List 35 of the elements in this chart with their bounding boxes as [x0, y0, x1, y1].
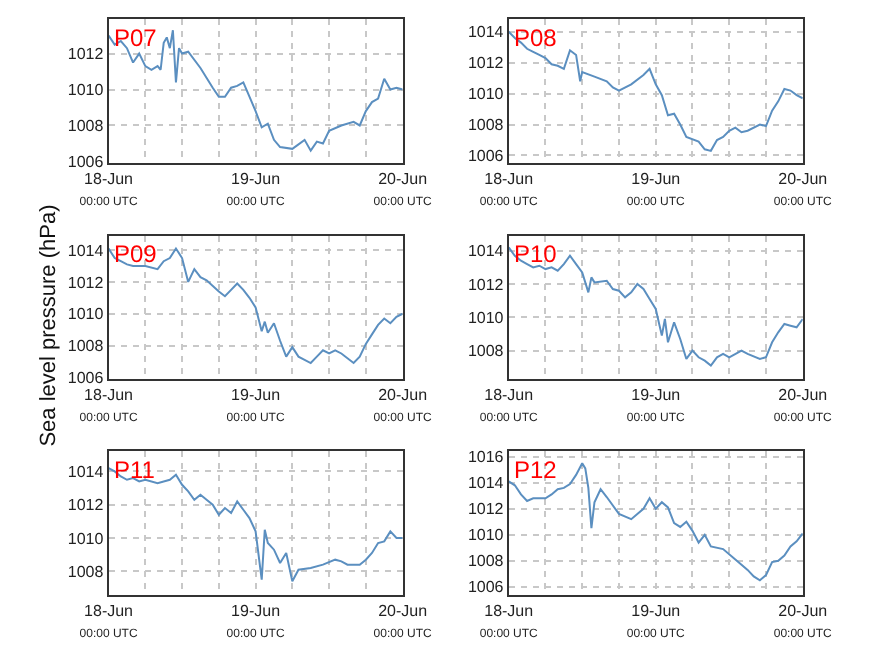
y-tick-label: 1008 — [467, 342, 505, 361]
y-tick-label: 1008 — [67, 337, 105, 356]
y-tick-label: 1006 — [67, 368, 105, 387]
y-axis-title: Sea level pressure (hPa) — [36, 204, 61, 447]
y-tick-label: 1014 — [467, 242, 505, 261]
y-tick-label: 1010 — [67, 305, 105, 324]
y-tick-label: 1008 — [67, 117, 105, 136]
y-tick-label: 1012 — [67, 273, 105, 292]
y-tick-label: 1012 — [67, 496, 105, 515]
y-tick-label: 1010 — [67, 81, 105, 100]
chart-title: P07 — [114, 24, 158, 52]
y-tick-label: 1014 — [67, 463, 105, 482]
y-tick-label: 1014 — [467, 23, 505, 42]
y-tick-label: 1012 — [467, 500, 505, 519]
y-tick-label: 1008 — [467, 116, 505, 135]
y-tick-label: 1012 — [467, 275, 505, 294]
y-tick-label: 1012 — [67, 45, 105, 64]
y-tick-label: 1006 — [467, 147, 505, 166]
y-tick-label: 1006 — [467, 578, 505, 597]
y-tick-label: 1010 — [467, 308, 505, 327]
chart-title: P09 — [114, 240, 158, 268]
chart-title: P11 — [114, 456, 156, 484]
y-tick-label: 1008 — [467, 552, 505, 571]
chart-title: P08 — [514, 24, 558, 52]
y-tick-label: 1014 — [467, 474, 505, 493]
chart-title: P12 — [514, 456, 558, 484]
y-tick-label: 1012 — [467, 54, 505, 73]
chart-title: P10 — [514, 240, 558, 268]
y-tick-label: 1010 — [467, 526, 505, 545]
y-tick-label: 1010 — [67, 529, 105, 548]
y-tick-label: 1016 — [467, 448, 505, 467]
y-tick-label: 1008 — [67, 562, 105, 581]
y-tick-label: 1010 — [467, 85, 505, 104]
y-tick-label: 1014 — [67, 241, 105, 260]
y-tick-label: 1006 — [67, 153, 105, 172]
